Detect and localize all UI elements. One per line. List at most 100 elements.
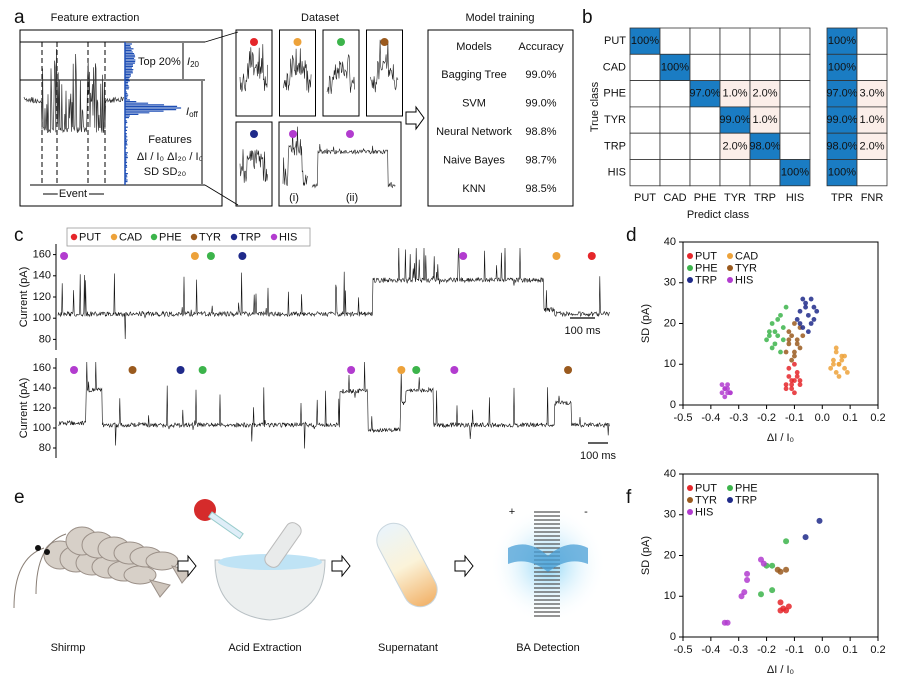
point (764, 337, 769, 343)
trace (283, 48, 312, 93)
point (786, 337, 792, 343)
point (719, 390, 725, 396)
x-tick-label: 0.2 (870, 644, 885, 656)
shrimp-antenna (35, 533, 67, 595)
legend-dot (687, 265, 693, 271)
legend-dot (687, 509, 693, 515)
chevron-arrow (331, 554, 351, 578)
shrimp-eye (44, 549, 50, 555)
shrimp-tail (148, 579, 171, 598)
event-dot (60, 252, 69, 260)
point (828, 365, 834, 371)
legend-label: PUT (695, 250, 717, 262)
legend-label: HIS (695, 506, 713, 518)
model-name: Neural Network (436, 126, 512, 138)
axis-title: Current (pA) (18, 378, 30, 439)
step-label: Shirmp (51, 642, 86, 654)
legend-label: HIS (279, 231, 297, 243)
event-dot (176, 366, 185, 374)
section-title: Feature extraction (51, 12, 140, 24)
legend-label: PHE (159, 231, 182, 243)
legend-dot (110, 233, 118, 241)
y-tick-label: 0 (670, 631, 676, 643)
point (789, 333, 795, 339)
cell-value: 100% (828, 35, 856, 47)
x-tick-label: -0.3 (729, 412, 748, 424)
y-tick-label: 0 (670, 399, 676, 411)
matrix-cell (689, 106, 721, 134)
point (778, 349, 783, 355)
y-tick-label: 80 (39, 442, 51, 454)
mortar (214, 559, 326, 621)
matrix-cell (779, 27, 811, 55)
point (758, 591, 764, 598)
legend-label: TRP (695, 274, 717, 286)
point (792, 321, 797, 326)
y-tick-label: 120 (33, 291, 51, 303)
model-name: SVM (462, 97, 486, 109)
event-dot (459, 252, 468, 260)
x-tick-label: -0.4 (701, 644, 720, 656)
cell-value: 99.0% (826, 114, 857, 126)
legend-box (66, 227, 311, 247)
event-dot (347, 366, 356, 374)
point (831, 361, 836, 367)
point (808, 321, 814, 326)
class-dot (380, 38, 389, 46)
cell-value: 100% (828, 167, 856, 179)
pestle (264, 522, 302, 568)
symbol: I (187, 56, 190, 68)
point (783, 349, 789, 355)
matrix-cell (719, 159, 751, 187)
legend-dot (687, 277, 693, 283)
point (772, 341, 778, 347)
model-name: KNN (462, 183, 485, 195)
point (744, 576, 751, 583)
point (769, 587, 776, 594)
matrix-cell (749, 27, 781, 55)
step-label: BA Detection (516, 642, 580, 654)
point (842, 353, 847, 359)
cell-value: 2.0% (752, 88, 777, 100)
y-tick-label: 30 (664, 509, 676, 521)
sublabel: (ii) (346, 192, 358, 204)
point (794, 341, 800, 347)
event-dot (238, 252, 247, 260)
cell-value: 1.0% (859, 114, 884, 126)
matrix-cell (689, 53, 721, 81)
matrix-cell (629, 80, 661, 108)
class-dot (289, 130, 297, 138)
column-label: HIS (786, 192, 804, 204)
legend-label: CAD (735, 250, 758, 262)
y-tick-label: 120 (33, 402, 51, 414)
table-header: Accuracy (518, 41, 564, 53)
matrix-cell (749, 159, 781, 187)
point (833, 370, 839, 375)
legend-dot (727, 265, 733, 271)
point (789, 386, 795, 392)
cell-value: 97.0% (689, 88, 720, 100)
class-dot (293, 38, 302, 46)
accuracy: 98.8% (525, 126, 556, 138)
point (725, 390, 730, 396)
matrix-cell (659, 80, 691, 108)
row-label: CAD (603, 61, 626, 73)
class-dot (337, 38, 345, 46)
event-dot (206, 252, 215, 260)
matrix-cell (856, 132, 888, 160)
legend-dot (230, 233, 238, 241)
matrix-cell (856, 159, 888, 187)
legend-label: TRP (735, 494, 757, 506)
point (811, 317, 817, 322)
cell-value: 100% (661, 61, 689, 73)
axis-title: Current (pA) (18, 267, 30, 328)
matrix-cell (629, 106, 661, 134)
legend-label: TRP (239, 231, 261, 243)
point (772, 329, 778, 335)
column-label: PUT (634, 192, 656, 204)
legend-dot (687, 497, 693, 503)
model-name: Naive Bayes (443, 154, 505, 166)
legend-label: HIS (735, 274, 753, 286)
panel-label: d (626, 225, 637, 246)
matrix-cell (629, 27, 661, 55)
